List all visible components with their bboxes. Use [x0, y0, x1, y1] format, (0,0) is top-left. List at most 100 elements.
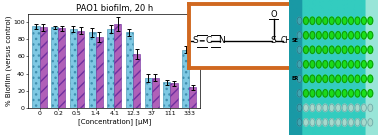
- Circle shape: [336, 75, 341, 82]
- X-axis label: [Concentration] [µM]: [Concentration] [µM]: [78, 118, 151, 125]
- Circle shape: [368, 32, 373, 39]
- Circle shape: [361, 32, 366, 39]
- Y-axis label: % Biofilm (versus control): % Biofilm (versus control): [5, 16, 12, 106]
- Circle shape: [336, 46, 341, 53]
- Bar: [126, 32, 133, 108]
- Circle shape: [368, 61, 373, 68]
- Circle shape: [342, 32, 347, 39]
- Circle shape: [329, 75, 334, 82]
- Text: C: C: [206, 36, 212, 45]
- Circle shape: [355, 75, 360, 82]
- Text: N: N: [218, 36, 225, 45]
- Circle shape: [342, 46, 347, 53]
- Circle shape: [361, 104, 366, 112]
- Bar: [70, 29, 77, 108]
- Bar: [88, 32, 96, 108]
- Circle shape: [368, 46, 373, 53]
- Circle shape: [342, 75, 347, 82]
- Circle shape: [342, 17, 347, 24]
- Circle shape: [349, 61, 353, 68]
- Circle shape: [310, 17, 315, 24]
- Circle shape: [329, 119, 334, 126]
- Circle shape: [336, 61, 341, 68]
- Bar: [107, 29, 114, 108]
- Circle shape: [342, 104, 347, 112]
- Circle shape: [304, 61, 308, 68]
- Circle shape: [304, 90, 308, 97]
- Circle shape: [329, 17, 334, 24]
- Circle shape: [336, 32, 341, 39]
- Circle shape: [316, 104, 321, 112]
- Circle shape: [368, 90, 373, 97]
- Circle shape: [297, 61, 302, 68]
- Text: O: O: [270, 10, 277, 19]
- Circle shape: [336, 119, 341, 126]
- Bar: [163, 82, 170, 108]
- Circle shape: [316, 119, 321, 126]
- Circle shape: [349, 17, 353, 24]
- Circle shape: [310, 61, 315, 68]
- Bar: [51, 27, 58, 108]
- Circle shape: [349, 119, 353, 126]
- Circle shape: [316, 90, 321, 97]
- Bar: [182, 50, 189, 108]
- Circle shape: [368, 119, 373, 126]
- Circle shape: [368, 104, 373, 112]
- Circle shape: [342, 90, 347, 97]
- Circle shape: [329, 90, 334, 97]
- Circle shape: [329, 32, 334, 39]
- Circle shape: [342, 61, 347, 68]
- Circle shape: [297, 119, 302, 126]
- Circle shape: [323, 32, 328, 39]
- Circle shape: [310, 32, 315, 39]
- Bar: [133, 54, 140, 108]
- Circle shape: [329, 61, 334, 68]
- Circle shape: [310, 90, 315, 97]
- Circle shape: [355, 90, 360, 97]
- Circle shape: [323, 75, 328, 82]
- Circle shape: [304, 32, 308, 39]
- Bar: [96, 37, 103, 108]
- Circle shape: [323, 90, 328, 97]
- Circle shape: [329, 46, 334, 53]
- Circle shape: [310, 75, 315, 82]
- Circle shape: [297, 32, 302, 39]
- Circle shape: [304, 119, 308, 126]
- Circle shape: [323, 61, 328, 68]
- Circle shape: [349, 90, 353, 97]
- Bar: [152, 78, 159, 108]
- Circle shape: [349, 46, 353, 53]
- Circle shape: [361, 46, 366, 53]
- Circle shape: [297, 46, 302, 53]
- Bar: [58, 28, 65, 108]
- Title: PAO1 biofilm, 20 h: PAO1 biofilm, 20 h: [76, 4, 153, 13]
- Text: S: S: [271, 36, 277, 45]
- Circle shape: [316, 32, 321, 39]
- Circle shape: [361, 75, 366, 82]
- Circle shape: [304, 46, 308, 53]
- Circle shape: [297, 104, 302, 112]
- Circle shape: [355, 61, 360, 68]
- Circle shape: [297, 75, 302, 82]
- Bar: [114, 24, 121, 108]
- Circle shape: [361, 119, 366, 126]
- Text: ER: ER: [292, 76, 299, 81]
- Circle shape: [355, 119, 360, 126]
- Circle shape: [310, 46, 315, 53]
- Circle shape: [304, 17, 308, 24]
- Circle shape: [310, 104, 315, 112]
- Circle shape: [304, 75, 308, 82]
- Circle shape: [310, 119, 315, 126]
- Bar: [145, 78, 152, 108]
- Circle shape: [336, 104, 341, 112]
- Circle shape: [349, 32, 353, 39]
- Circle shape: [342, 119, 347, 126]
- Text: SE: SE: [292, 38, 299, 43]
- Circle shape: [316, 17, 321, 24]
- Text: CH₃: CH₃: [280, 36, 294, 45]
- Circle shape: [336, 90, 341, 97]
- Circle shape: [323, 119, 328, 126]
- Circle shape: [329, 104, 334, 112]
- Bar: [189, 87, 196, 108]
- Circle shape: [323, 104, 328, 112]
